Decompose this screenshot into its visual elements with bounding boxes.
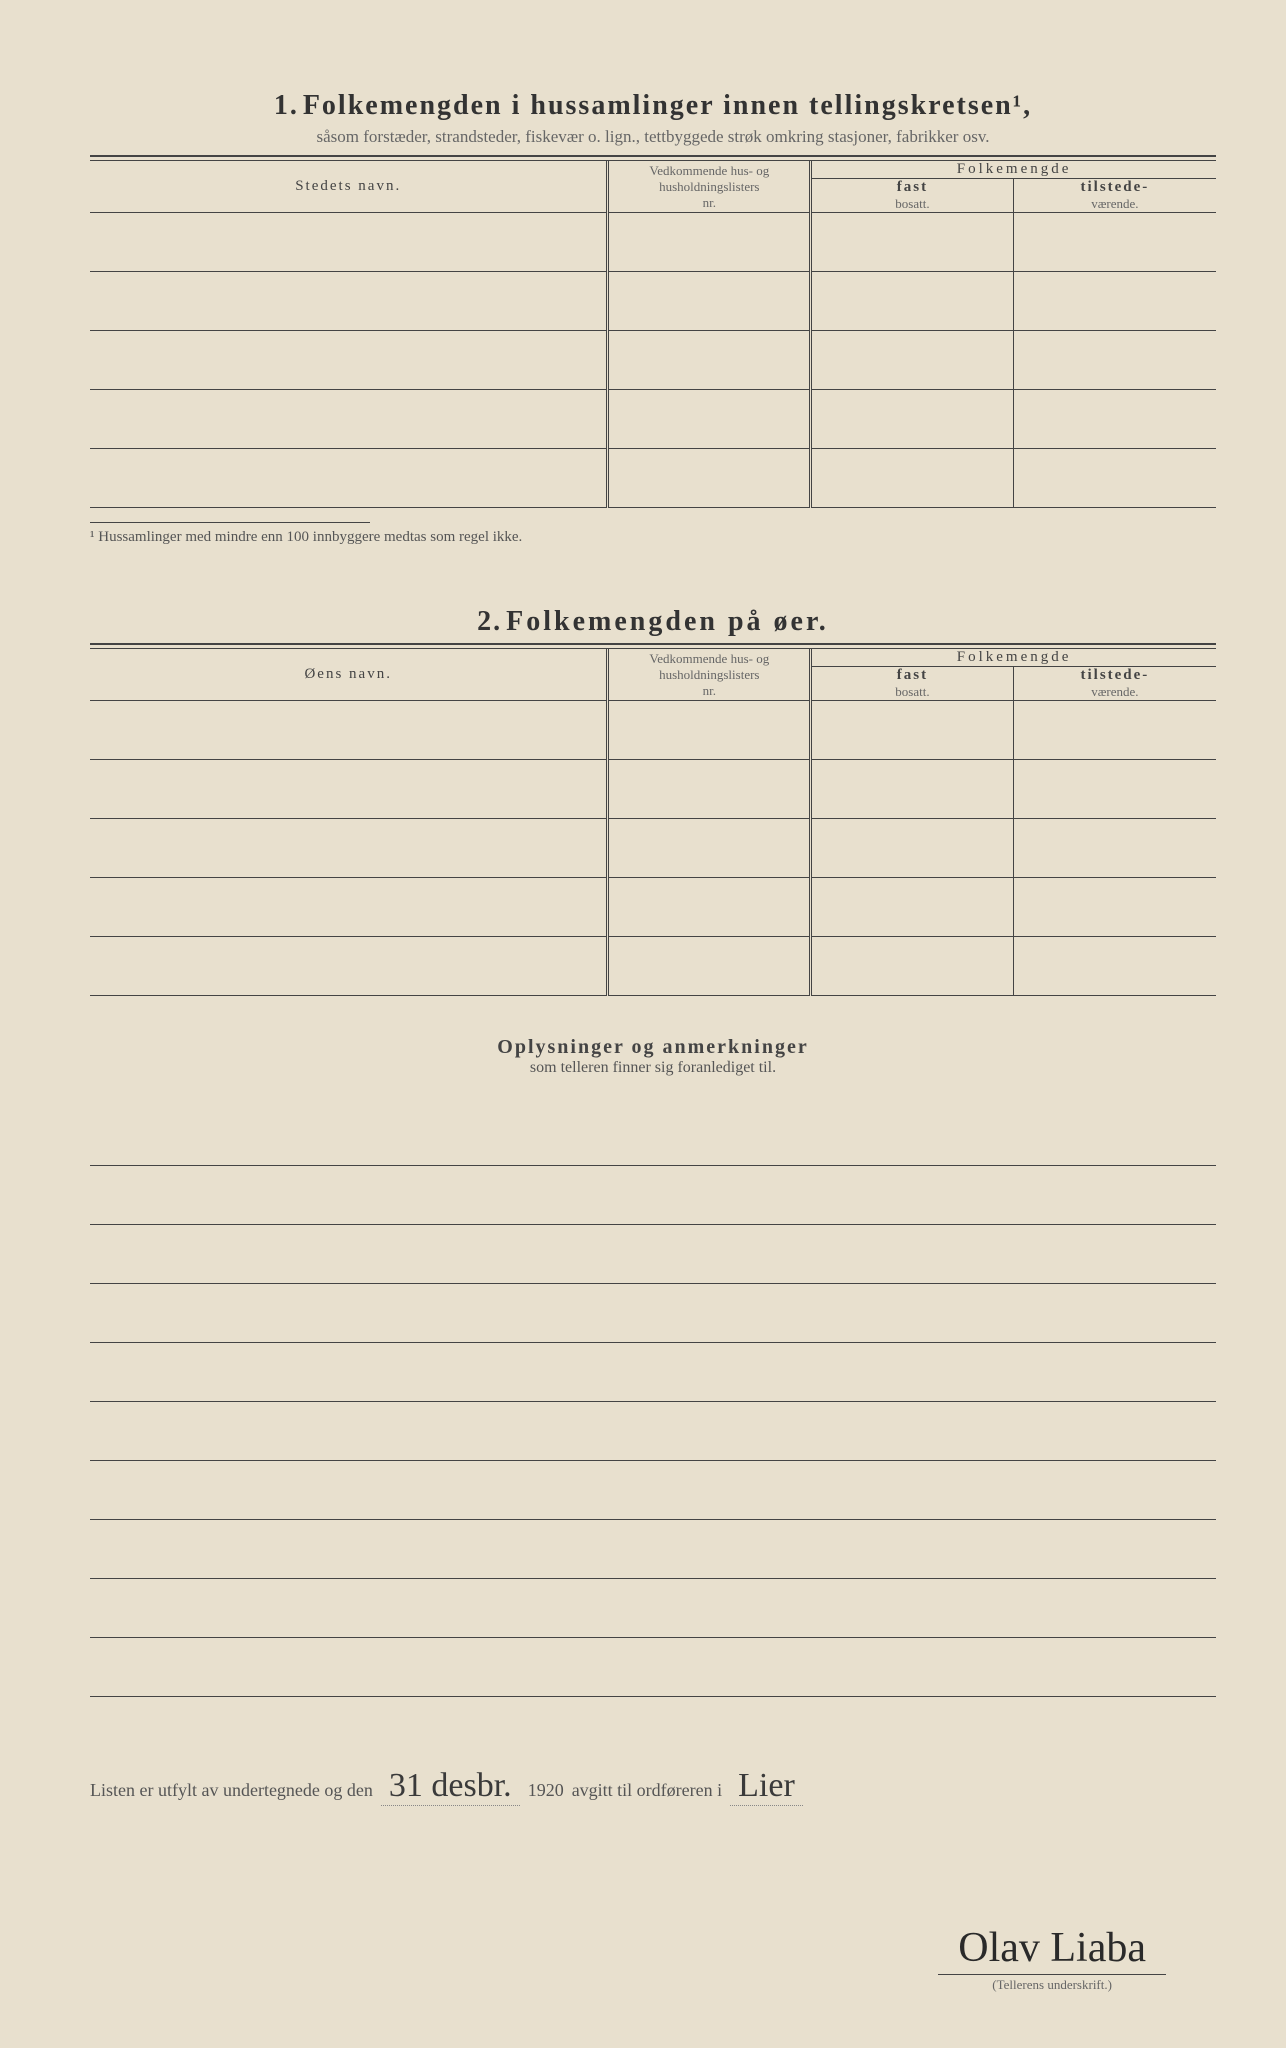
table-cell	[811, 390, 1014, 449]
table-cell	[811, 760, 1014, 819]
table-row	[90, 760, 1216, 819]
section1-number: 1.	[274, 90, 299, 121]
sig-place-handwritten: Lier	[730, 1767, 803, 1806]
signature-caption: (Tellerens underskrift.)	[938, 1977, 1166, 1993]
col-liste-nr: Vedkommende hus- og husholdningslisters …	[608, 161, 811, 213]
table-cell	[811, 449, 1014, 508]
col-fast-bosatt: fast bosatt.	[811, 179, 1014, 213]
table-cell	[608, 878, 811, 937]
table-cell	[90, 819, 608, 878]
table-cell	[608, 331, 811, 390]
census-form-page: 1. Folkemengden i hussamlinger innen tel…	[0, 0, 1286, 2048]
table-cell	[1013, 449, 1216, 508]
table-cell	[1013, 760, 1216, 819]
table-cell	[90, 449, 608, 508]
table-cell	[811, 878, 1014, 937]
section2-number: 2.	[477, 606, 502, 637]
remark-line	[90, 1166, 1216, 1225]
sig-date-handwritten: 31 desbr.	[381, 1767, 520, 1806]
table-cell	[811, 937, 1014, 996]
table-row	[90, 390, 1216, 449]
remark-line	[90, 1638, 1216, 1697]
table-row	[90, 449, 1216, 508]
section2-title: Folkemengden på øer.	[506, 606, 829, 637]
sig-year: 1920	[528, 1780, 564, 1801]
table-cell	[1013, 937, 1216, 996]
footnote-rule	[90, 522, 370, 523]
table-cell	[811, 331, 1014, 390]
section1-table: Stedets navn. Vedkommende hus- og hushol…	[90, 161, 1216, 508]
remarks-subtitle: som telleren finner sig foranlediget til…	[90, 1059, 1216, 1077]
table-row	[90, 878, 1216, 937]
sig-prefix: Listen er utfylt av undertegnede og den	[90, 1780, 373, 1801]
table-row	[90, 937, 1216, 996]
table-cell	[90, 331, 608, 390]
table-cell	[608, 449, 811, 508]
table-cell	[90, 760, 608, 819]
table-row	[90, 213, 1216, 272]
section1-title: Folkemengden i hussamlinger innen tellin…	[303, 90, 1032, 121]
remark-line	[90, 1579, 1216, 1638]
remark-line	[90, 1402, 1216, 1461]
table-cell	[811, 272, 1014, 331]
table-cell	[90, 213, 608, 272]
table-cell	[1013, 331, 1216, 390]
section1-heading: 1. Folkemengden i hussamlinger innen tel…	[90, 90, 1216, 122]
remark-line	[90, 1225, 1216, 1284]
table-cell	[608, 819, 811, 878]
section1-tbody	[90, 213, 1216, 508]
table-cell	[90, 937, 608, 996]
signature-block: Olav Liaba (Tellerens underskrift.)	[938, 1924, 1166, 1993]
table-cell	[608, 760, 811, 819]
table-row	[90, 331, 1216, 390]
section1-footnote: ¹ Hussamlinger med mindre enn 100 innbyg…	[90, 529, 1216, 546]
table-cell	[811, 213, 1014, 272]
signature-name-handwritten: Olav Liaba	[938, 1924, 1166, 1975]
col-fast-bosatt-2: fast bosatt.	[811, 667, 1014, 701]
table-cell	[608, 390, 811, 449]
table-row	[90, 701, 1216, 760]
table-row	[90, 819, 1216, 878]
remark-line	[90, 1520, 1216, 1579]
table-cell	[811, 701, 1014, 760]
section2-table: Øens navn. Vedkommende hus- og husholdni…	[90, 649, 1216, 996]
table-cell	[811, 819, 1014, 878]
table-cell	[90, 701, 608, 760]
col-tilstedevaerende: tilstede- værende.	[1013, 179, 1216, 213]
table-cell	[608, 272, 811, 331]
table-cell	[1013, 272, 1216, 331]
table-cell	[90, 878, 608, 937]
col-oens-navn: Øens navn.	[90, 649, 608, 701]
sig-mid: avgitt til ordføreren i	[572, 1780, 722, 1801]
table-cell	[90, 390, 608, 449]
col-liste-nr-2: Vedkommende hus- og husholdningslisters …	[608, 649, 811, 701]
table-cell	[608, 213, 811, 272]
col-folkemengde-2: Folkemengde	[811, 649, 1216, 667]
section2-tbody	[90, 701, 1216, 996]
section2-thead: Øens navn. Vedkommende hus- og husholdni…	[90, 649, 1216, 701]
remarks-lines	[90, 1107, 1216, 1697]
table-row	[90, 272, 1216, 331]
remarks-title: Oplysninger og anmerkninger	[90, 1036, 1216, 1059]
section1-thead: Stedets navn. Vedkommende hus- og hushol…	[90, 161, 1216, 213]
col-tilstedevaerende-2: tilstede- værende.	[1013, 667, 1216, 701]
table-cell	[608, 937, 811, 996]
remark-line	[90, 1343, 1216, 1402]
remark-line	[90, 1107, 1216, 1166]
signature-line: Listen er utfylt av undertegnede og den …	[90, 1767, 1216, 1806]
section1-subtitle: såsom forstæder, strandsteder, fiskevær …	[90, 127, 1216, 147]
remarks-heading: Oplysninger og anmerkninger som telleren…	[90, 1036, 1216, 1077]
col-folkemengde: Folkemengde	[811, 161, 1216, 179]
table-cell	[1013, 819, 1216, 878]
table-cell	[1013, 878, 1216, 937]
table-cell	[1013, 213, 1216, 272]
col-stedets-navn: Stedets navn.	[90, 161, 608, 213]
section2-heading: 2. Folkemengden på øer.	[90, 606, 1216, 638]
table-cell	[90, 272, 608, 331]
remark-line	[90, 1461, 1216, 1520]
table-cell	[608, 701, 811, 760]
table-cell	[1013, 390, 1216, 449]
table-cell	[1013, 701, 1216, 760]
remark-line	[90, 1284, 1216, 1343]
